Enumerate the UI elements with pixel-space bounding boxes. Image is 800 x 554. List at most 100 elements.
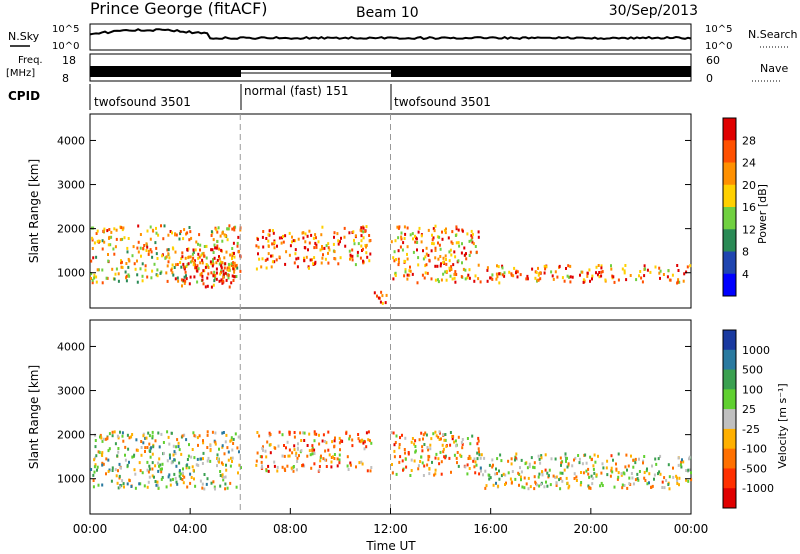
echo-cell [311,258,313,262]
echo-cell [209,260,212,264]
echo-cell [409,269,412,273]
echo-cell [317,240,320,244]
echo-cell [336,464,339,468]
echo-cell [186,485,189,489]
echo-cell [439,247,442,251]
echo-cell [142,441,145,445]
echo-cell [327,251,329,255]
echo-cell [144,436,147,440]
echo-cell [637,478,640,482]
echo-cell [121,237,124,241]
echo-cell [385,293,388,297]
echo-cell [580,481,583,484]
echo-cell [152,445,155,449]
echo-cell [404,457,407,461]
echo-cell [120,226,123,230]
colorbar-tick-label: 4 [742,268,749,281]
echo-cell [501,266,504,270]
echo-cell [318,442,321,446]
echo-cell [227,262,230,266]
echo-cell [544,267,547,271]
echo-cell [272,229,274,233]
echo-cell [460,441,463,444]
power-ylabel: Slant Range [km] [27,159,41,263]
echo-cell [302,463,305,467]
echo-cell [267,252,270,256]
echo-cell [262,445,264,449]
echo-cell [190,476,193,479]
echo-cell [222,476,225,479]
echo-cell [224,262,227,266]
echo-cell [585,461,588,465]
echo-cell [480,469,482,473]
echo-cell [171,263,174,267]
echo-cell [623,472,626,476]
echo-cell [178,469,181,473]
echo-cell [676,280,679,284]
echo-cell [563,468,566,472]
echo-cell [626,486,629,490]
freq-bar-segment-2 [241,66,391,70]
echo-cell [439,255,442,258]
echo-cell [360,460,363,464]
echo-cell [333,453,336,456]
echo-cell [174,277,177,281]
echo-cell [497,265,500,269]
echo-cell [457,259,460,263]
echo-cell [539,271,542,275]
echo-cell [348,249,351,253]
echo-cell [595,265,598,269]
echo-cell [273,241,276,245]
echo-cell [646,482,649,486]
echo-cell [222,273,225,276]
echo-cell [545,265,548,269]
echo-cell [333,235,335,239]
echo-cell [174,452,177,456]
echo-cell [634,457,637,461]
colorbar-tick-label: 1000 [742,344,770,357]
echo-cell [177,279,180,283]
echo-cell [212,274,215,278]
echo-cell [578,461,581,465]
echo-cell [611,470,614,474]
echo-cell [408,269,411,273]
echo-cell [212,251,215,254]
echo-cell [90,272,93,276]
echo-cell [148,442,151,446]
echo-cell [466,276,469,280]
echo-cell [303,259,306,263]
echo-cell [267,244,270,248]
echo-cell [140,254,142,258]
echo-cell [313,430,316,434]
echo-cell [400,237,403,241]
echo-cell [625,453,628,457]
echo-cell [486,266,489,270]
echo-cell [281,433,284,437]
echo-cell [151,269,154,273]
echo-cell [132,245,135,249]
echo-cell [540,483,542,486]
echo-cell [424,431,427,435]
echo-cell [416,241,419,244]
echo-cell [339,240,341,244]
echo-cell [201,482,204,486]
echo-cell [404,268,407,272]
echo-cell [359,228,362,232]
echo-cell [642,459,645,463]
echo-cell [610,267,613,271]
echo-cell [592,464,595,468]
echo-cell [533,466,536,470]
echo-cell [455,227,458,231]
echo-cell [229,464,232,468]
echo-cell [176,482,179,486]
echo-cell [471,434,474,438]
echo-cell [402,468,404,472]
echo-cell [192,256,195,260]
echo-cell [499,453,502,457]
echo-cell [340,439,343,443]
date-label: 30/Sep/2013 [609,3,698,19]
echo-cell [516,275,519,279]
echo-cell [185,277,188,281]
echo-cell [429,447,432,451]
echo-cell [541,470,543,474]
